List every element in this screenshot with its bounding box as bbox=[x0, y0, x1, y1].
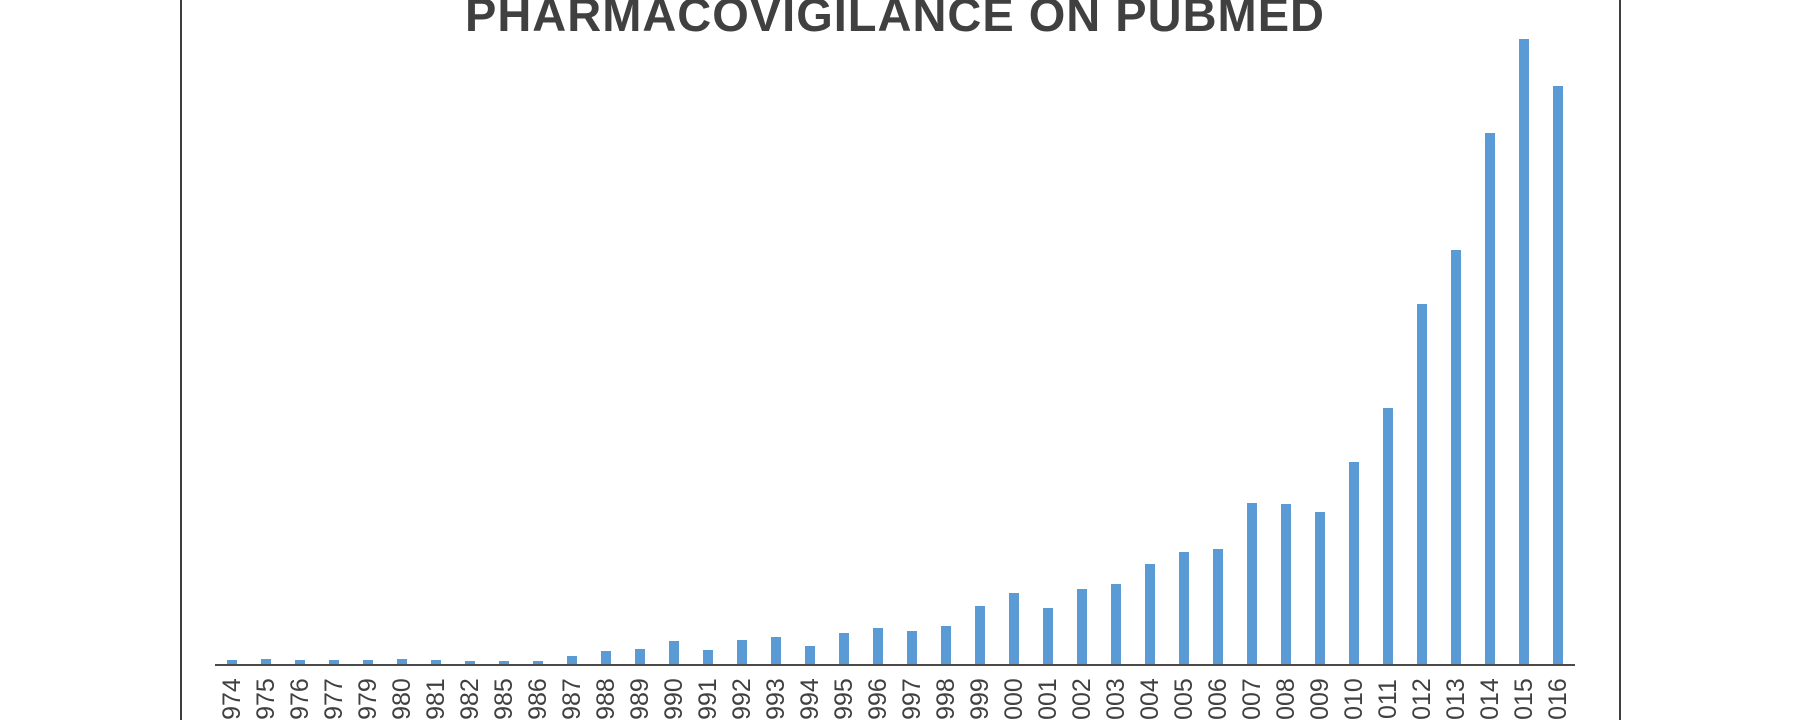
chart-title: PHARMACOVIGILANCE ON PUBMED bbox=[465, 0, 1325, 41]
bar-1990 bbox=[669, 641, 679, 665]
bar-2013 bbox=[1451, 250, 1461, 665]
bar-1993 bbox=[771, 637, 781, 665]
bar-1994 bbox=[805, 646, 815, 665]
bar-1997 bbox=[907, 631, 917, 665]
bar-1976 bbox=[295, 660, 305, 665]
bar-2005 bbox=[1179, 552, 1189, 665]
bar-2009 bbox=[1315, 512, 1325, 665]
bar-1974 bbox=[227, 660, 237, 665]
chart-area-border bbox=[180, 0, 1621, 720]
bar-2015 bbox=[1519, 39, 1529, 665]
bar-2011 bbox=[1383, 408, 1393, 665]
bar-2006 bbox=[1213, 549, 1223, 665]
bar-2012 bbox=[1417, 304, 1427, 665]
bar-2014 bbox=[1485, 133, 1495, 665]
bar-2000 bbox=[1009, 593, 1019, 665]
bar-2004 bbox=[1145, 564, 1155, 665]
bar-1989 bbox=[635, 649, 645, 665]
bar-1998 bbox=[941, 626, 951, 665]
bar-1975 bbox=[261, 659, 271, 665]
bar-2007 bbox=[1247, 503, 1257, 665]
bar-2008 bbox=[1281, 504, 1291, 665]
bar-2010 bbox=[1349, 462, 1359, 665]
bar-1995 bbox=[839, 633, 849, 665]
bar-1987 bbox=[567, 656, 577, 665]
x-axis-line bbox=[215, 664, 1575, 666]
bar-1980 bbox=[397, 659, 407, 665]
plot-area: 1974 1975 1976 1977 1979 1980 1981 1982 1985 1986… bbox=[215, 0, 1575, 720]
bar-2001 bbox=[1043, 608, 1053, 665]
bar-1979 bbox=[363, 660, 373, 665]
bar-1982 bbox=[465, 661, 475, 665]
bar-2003 bbox=[1111, 584, 1121, 665]
bar-2016 bbox=[1553, 86, 1563, 665]
bar-1991 bbox=[703, 650, 713, 665]
bar-1986 bbox=[533, 661, 543, 665]
bar-1981 bbox=[431, 660, 441, 665]
bar-2002 bbox=[1077, 589, 1087, 665]
bar-1977 bbox=[329, 660, 339, 665]
bar-1999 bbox=[975, 606, 985, 665]
bar-1988 bbox=[601, 651, 611, 665]
bar-1992 bbox=[737, 640, 747, 665]
bar-1985 bbox=[499, 661, 509, 665]
bar-1996 bbox=[873, 628, 883, 665]
x-tick-label-2016: 2016 bbox=[1543, 678, 1572, 720]
